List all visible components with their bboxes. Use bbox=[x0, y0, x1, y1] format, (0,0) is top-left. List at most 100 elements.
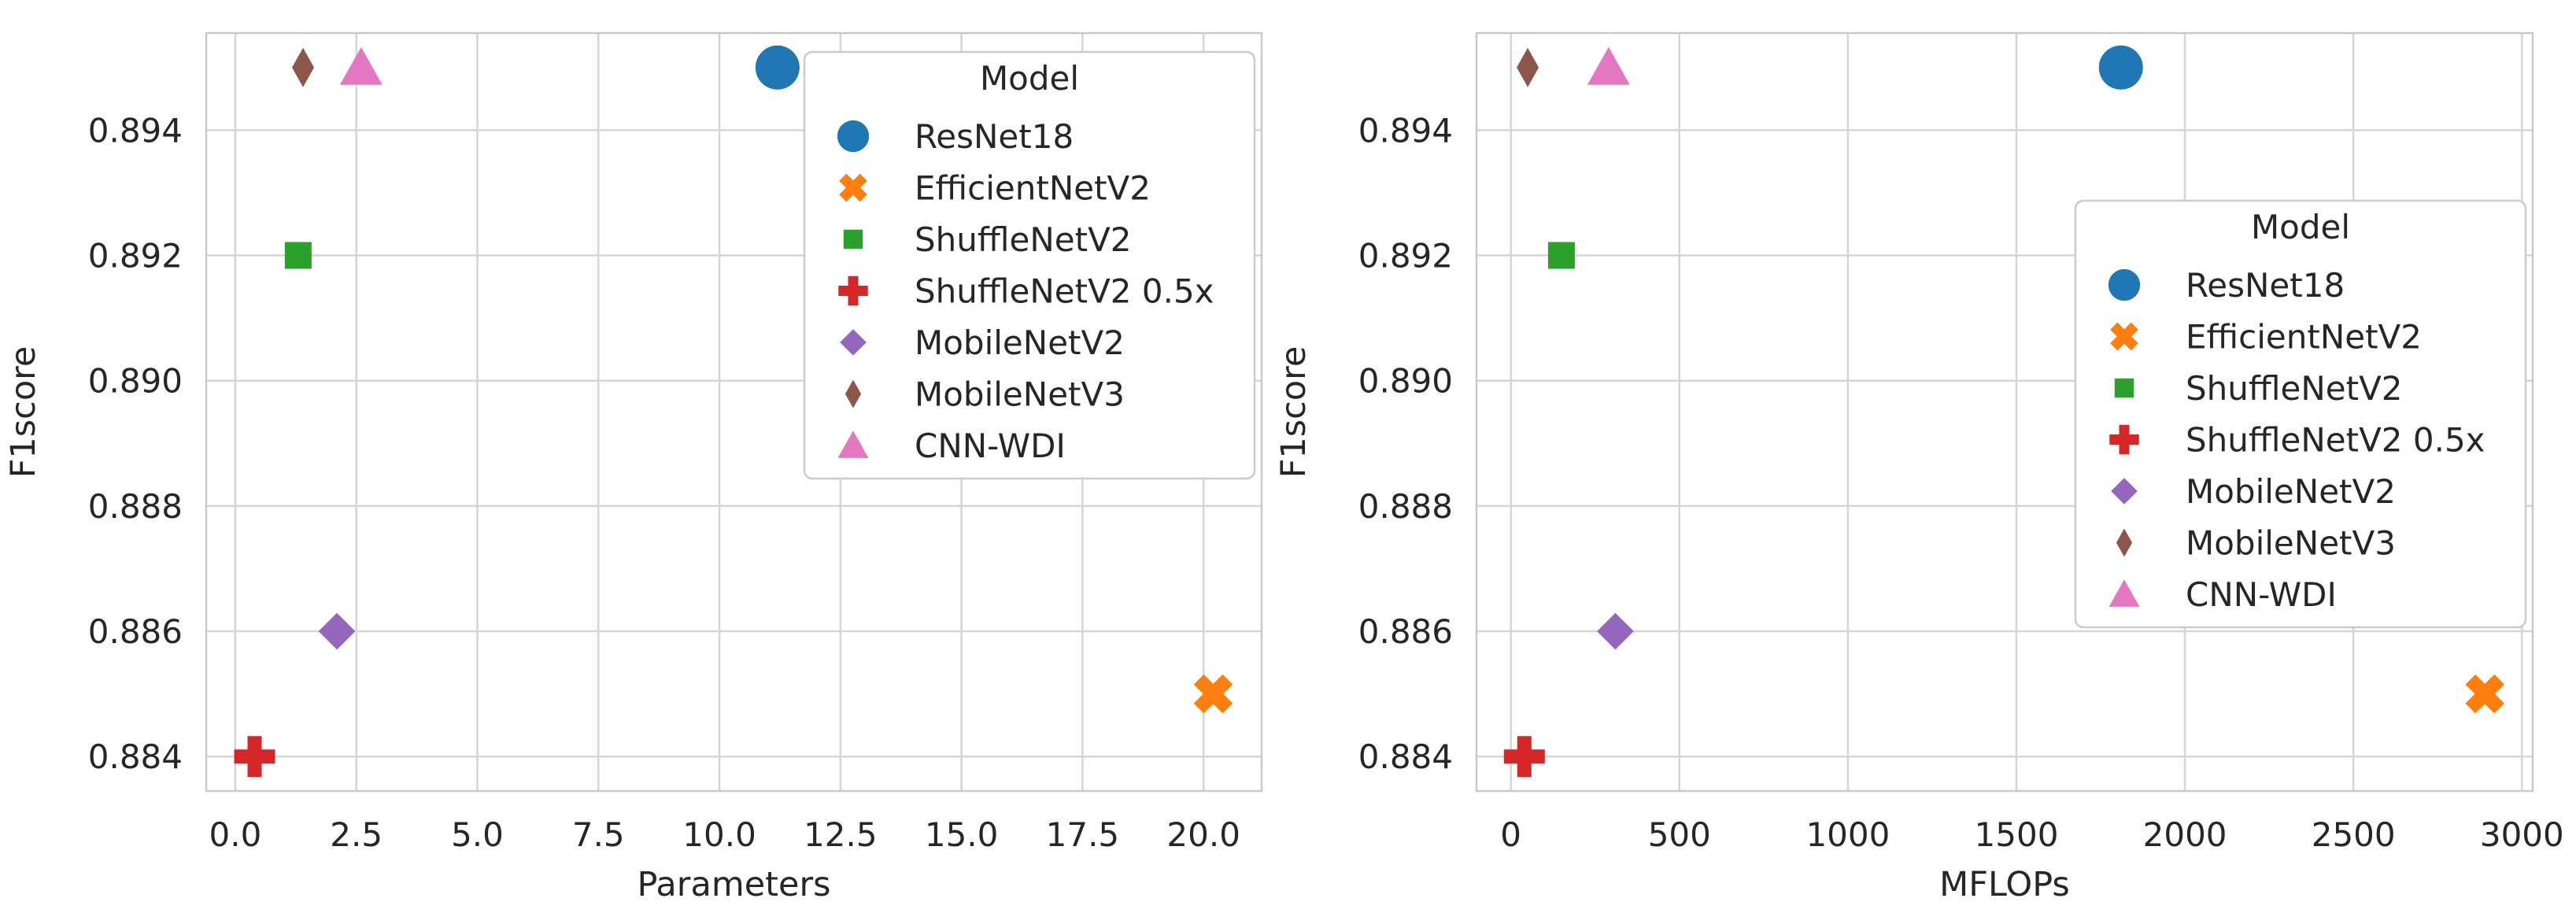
legend-label: CNN-WDI bbox=[915, 427, 1066, 465]
x-tick-label: 15.0 bbox=[925, 815, 999, 854]
legend-item-resnet18: ResNet18 bbox=[2108, 266, 2345, 305]
shufflenetv2-0-5x-legend-marker-icon bbox=[838, 275, 868, 306]
mflops-y-axis-label: F1score bbox=[1274, 346, 1314, 479]
resnet18-legend-marker-icon bbox=[837, 120, 870, 153]
shufflenetv2-0-5x-legend-marker-icon bbox=[2109, 424, 2139, 455]
legend: Model ResNet18 EfficientNetV2 ShuffleNetV2 S… bbox=[2074, 199, 2527, 629]
legend-item-mobilenetv2: MobileNetV2 bbox=[2111, 472, 2396, 511]
y-tick-label: 0.884 bbox=[88, 737, 183, 776]
efficientnetv2-legend-marker-icon bbox=[839, 173, 867, 202]
point-resnet18 bbox=[2098, 45, 2143, 90]
point-mobilenetv3 bbox=[292, 47, 315, 87]
y-tick-label: 0.884 bbox=[1358, 737, 1453, 776]
point-cnn-wdi bbox=[1587, 46, 1630, 85]
legend-label: ShuffleNetV2 bbox=[2186, 369, 2403, 408]
data-points bbox=[1503, 45, 2504, 778]
legend-item-mobilenetv2: MobileNetV2 bbox=[840, 323, 1125, 362]
mobilenetv3-legend-marker-icon bbox=[2116, 528, 2133, 557]
x-tick-label: 1000 bbox=[1805, 815, 1890, 854]
y-tick-label: 0.886 bbox=[1358, 612, 1453, 651]
legend-label: MobileNetV3 bbox=[915, 375, 1125, 414]
legend-label: MobileNetV3 bbox=[2186, 524, 2396, 563]
legend-item-resnet18: ResNet18 bbox=[837, 117, 1074, 156]
legend-label: MobileNetV2 bbox=[915, 323, 1125, 362]
y-tick-label: 0.890 bbox=[88, 362, 183, 401]
data-points bbox=[234, 45, 1233, 778]
legend-item-shufflenetv2: ShuffleNetV2 bbox=[843, 220, 1132, 259]
plot-border bbox=[1475, 31, 2534, 793]
x-tick-label: 1500 bbox=[1975, 815, 2059, 854]
x-tick-label: 500 bbox=[1648, 815, 1711, 854]
parameters-y-axis-label: F1score bbox=[4, 346, 43, 479]
legend-label: ShuffleNetV2 bbox=[915, 220, 1132, 259]
point-resnet18 bbox=[755, 45, 800, 90]
plot-border bbox=[205, 31, 1263, 793]
y-tick-label: 0.894 bbox=[88, 111, 183, 150]
y-tick-label: 0.886 bbox=[88, 612, 183, 651]
point-shufflenetv2-0-5x bbox=[1503, 736, 1545, 778]
legend-item-efficientnetv2: EfficientNetV2 bbox=[839, 169, 1151, 208]
x-tick-label: 10.0 bbox=[682, 815, 756, 854]
y-tick-label: 0.888 bbox=[88, 487, 183, 526]
y-tick-label: 0.888 bbox=[1358, 487, 1453, 526]
legend-label: EfficientNetV2 bbox=[2186, 318, 2422, 357]
y-tick-label: 0.894 bbox=[1358, 111, 1453, 150]
parameters-x-axis-label: Parameters bbox=[637, 865, 830, 904]
x-tick-label: 2000 bbox=[2143, 815, 2227, 854]
efficientnetv2-legend-marker-icon bbox=[2110, 322, 2138, 351]
legend-box bbox=[2074, 199, 2527, 629]
cnn-wdi-legend-marker-icon bbox=[837, 431, 869, 458]
legend-item-cnn-wdi: CNN-WDI bbox=[837, 427, 1066, 465]
legend: Model ResNet18 EfficientNetV2 ShuffleNetV2 S… bbox=[803, 50, 1256, 480]
x-tick-label: 0.0 bbox=[209, 815, 262, 854]
mobilenetv2-legend-marker-icon bbox=[840, 329, 867, 356]
cnn-wdi-legend-marker-icon bbox=[2108, 579, 2140, 607]
x-tick-label: 0 bbox=[1500, 815, 1521, 854]
legend-label: MobileNetV2 bbox=[2186, 472, 2396, 511]
point-cnn-wdi bbox=[339, 46, 383, 85]
point-mobilenetv2 bbox=[1597, 612, 1634, 650]
legend-label: EfficientNetV2 bbox=[915, 169, 1151, 208]
legend-item-efficientnetv2: EfficientNetV2 bbox=[2110, 318, 2422, 357]
mflops-x-axis-label: MFLOPs bbox=[1939, 865, 2070, 904]
legend-item-mobilenetv3: MobileNetV3 bbox=[844, 375, 1125, 414]
shufflenetv2-legend-marker-icon bbox=[2114, 378, 2134, 398]
point-efficientnetv2 bbox=[2465, 674, 2504, 714]
parameters-plot: 0.0 2.5 5.0 7.5 10.0 12.5 15.0 17.5 20.0 0.884 0.8… bbox=[4, 31, 1263, 904]
point-shufflenetv2-0-5x bbox=[234, 736, 275, 778]
legend-label: ResNet18 bbox=[915, 117, 1074, 156]
legend-title: Model bbox=[980, 59, 1079, 98]
x-tick-label: 17.5 bbox=[1046, 815, 1120, 854]
x-tick-label: 2500 bbox=[2312, 815, 2396, 854]
legend-label: ResNet18 bbox=[2186, 266, 2345, 305]
resnet18-legend-marker-icon bbox=[2108, 268, 2141, 301]
x-tick-label: 5.0 bbox=[451, 815, 504, 854]
point-mobilenetv2 bbox=[318, 612, 356, 650]
y-tick-label: 0.892 bbox=[1358, 237, 1453, 275]
y-tick-label: 0.890 bbox=[1358, 362, 1453, 401]
legend-item-mobilenetv3: MobileNetV3 bbox=[2116, 524, 2396, 563]
point-shufflenetv2 bbox=[1547, 242, 1575, 269]
point-shufflenetv2 bbox=[284, 242, 312, 269]
mobilenetv2-legend-marker-icon bbox=[2111, 478, 2138, 505]
legend-label: ShuffleNetV2 0.5x bbox=[2186, 421, 2485, 460]
point-efficientnetv2 bbox=[1193, 674, 1233, 714]
legend-item-shufflenetv2-0-5x: ShuffleNetV2 0.5x bbox=[838, 272, 1214, 311]
legend-item-cnn-wdi: CNN-WDI bbox=[2108, 575, 2337, 614]
point-mobilenetv3 bbox=[1517, 47, 1539, 87]
mflops-plot: 0 500 1000 1500 2000 2500 3000 0.884 0.886 0.888 0… bbox=[1274, 31, 2564, 904]
legend-item-shufflenetv2-0-5x: ShuffleNetV2 0.5x bbox=[2109, 421, 2485, 460]
legend-label: ShuffleNetV2 0.5x bbox=[915, 272, 1214, 311]
x-tick-label: 12.5 bbox=[804, 815, 878, 854]
x-tick-label: 7.5 bbox=[572, 815, 625, 854]
legend-label: CNN-WDI bbox=[2186, 575, 2337, 614]
x-tick-label: 3000 bbox=[2480, 815, 2564, 854]
shufflenetv2-legend-marker-icon bbox=[843, 229, 863, 250]
legend-box bbox=[803, 50, 1256, 480]
legend-item-shufflenetv2: ShuffleNetV2 bbox=[2114, 369, 2403, 408]
y-tick-label: 0.892 bbox=[88, 237, 183, 275]
x-tick-label: 2.5 bbox=[330, 815, 383, 854]
legend-title: Model bbox=[2251, 208, 2350, 246]
